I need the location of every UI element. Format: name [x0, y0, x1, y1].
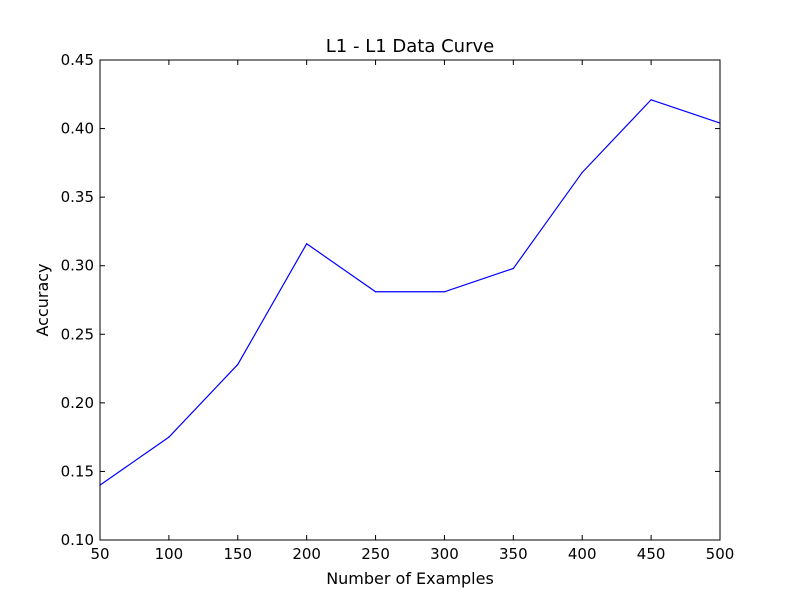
- y-tick-label: 0.40: [61, 120, 94, 138]
- x-tick-label: 400: [568, 545, 597, 563]
- data-point: [237, 363, 239, 366]
- data-point: [650, 99, 652, 101]
- y-tick-label: 0.35: [61, 188, 94, 206]
- x-tick-label: 200: [292, 545, 321, 563]
- x-tick-label: 250: [361, 545, 390, 563]
- y-axis-label: Accuracy: [33, 263, 52, 336]
- ticks-layer: 50 100 150 200 250 300 350 400 450 500 0.10 0.15 0.2…: [61, 51, 735, 563]
- y-tick-label: 0.45: [61, 51, 94, 69]
- data-point: [306, 243, 308, 245]
- x-tick-label: 150: [223, 545, 252, 563]
- data-point: [512, 267, 514, 270]
- y-tick-label: 0.10: [61, 531, 94, 549]
- x-tick-label: 500: [706, 545, 735, 563]
- data-point: [374, 291, 377, 293]
- data-point: [443, 291, 446, 293]
- x-tick-label: 350: [499, 545, 528, 563]
- y-tick-label: 0.20: [61, 394, 94, 412]
- data-point: [168, 436, 170, 438]
- plot-frame: [99, 59, 721, 541]
- x-tick-label: 450: [637, 545, 666, 563]
- y-tick-label: 0.30: [61, 257, 94, 275]
- series-line-0: [99, 99, 721, 486]
- chart-title: L1 - L1 Data Curve: [326, 36, 494, 57]
- y-tick-label: 0.15: [61, 462, 94, 480]
- x-axis-label: Number of Examples: [326, 569, 494, 588]
- x-tick-label: 50: [90, 545, 109, 563]
- data-point: [581, 171, 583, 174]
- plot-background: [100, 60, 720, 540]
- y-tick-label: 0.25: [61, 325, 94, 343]
- x-tick-label: 300: [430, 545, 459, 563]
- x-tick-label: 100: [155, 545, 184, 563]
